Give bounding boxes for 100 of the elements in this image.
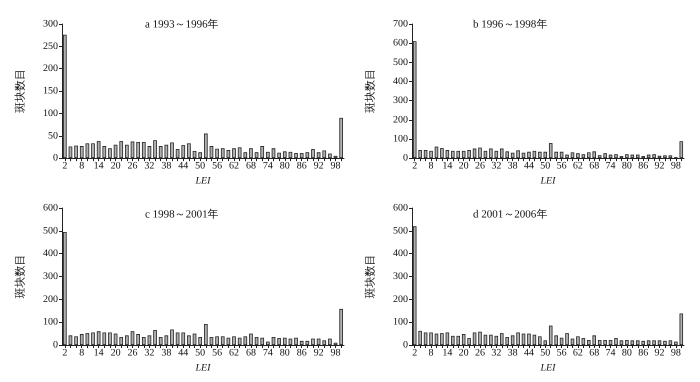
x-tick-label: 26 xyxy=(128,160,138,172)
y-tick-label: 250 xyxy=(43,40,58,52)
y-tick-label: 50 xyxy=(48,130,58,142)
x-tick-label: 2 xyxy=(62,160,68,172)
x-tick-label: 80 xyxy=(280,160,290,172)
x-tick-label: 56 xyxy=(556,160,567,172)
x-tick-label: 86 xyxy=(638,160,648,172)
y-tick-label: 300 xyxy=(43,18,58,30)
y-axis-title: 斑块数目 xyxy=(364,254,376,298)
y-tick-label: 100 xyxy=(393,316,408,328)
y-tick-label: 500 xyxy=(393,56,408,68)
x-tick-label: 14 xyxy=(442,348,452,358)
x-tick-label: 38 xyxy=(161,160,172,172)
x-tick-label: 62 xyxy=(572,348,583,358)
x-tick-label: 20 xyxy=(110,348,121,358)
y-tick-label: 600 xyxy=(393,38,408,49)
x-tick-label: 14 xyxy=(94,160,104,172)
x-axis-title: LEI xyxy=(540,362,556,374)
x-tick-label: 68 xyxy=(246,348,256,358)
x-tick-label: 62 xyxy=(229,348,240,358)
x-tick-label: 86 xyxy=(638,348,648,358)
x-tick-label: 92 xyxy=(654,348,665,358)
x-tick-label: 2 xyxy=(412,348,418,358)
x-tick-label: 98 xyxy=(670,160,681,172)
x-tick-label: 20 xyxy=(110,160,121,172)
y-tick-label: 700 xyxy=(393,18,408,30)
y-tick-label: 200 xyxy=(43,63,58,74)
y-tick-label: 100 xyxy=(393,133,408,144)
x-tick-label: 92 xyxy=(314,160,324,172)
x-tick-label: 56 xyxy=(212,348,222,358)
y-tick-label: 600 xyxy=(43,202,58,214)
chart-title: a 1993～1996年 xyxy=(145,18,219,30)
x-tick-label: 50 xyxy=(195,160,206,172)
x-axis-title: LEI xyxy=(194,362,212,374)
x-tick-label: 62 xyxy=(229,160,240,172)
chart-title: b 1996～1998年 xyxy=(473,18,548,30)
chart-title: c 1998～2001年 xyxy=(145,208,219,220)
x-tick-label: 68 xyxy=(589,348,600,358)
x-tick-label: 50 xyxy=(195,348,206,358)
x-tick-label: 44 xyxy=(178,160,188,172)
y-tick-label: 400 xyxy=(43,248,58,260)
x-tick-label: 14 xyxy=(442,160,452,172)
y-axis-title: 斑块数目 xyxy=(14,69,26,114)
x-tick-label: 62 xyxy=(572,160,583,172)
x-tick-label: 68 xyxy=(589,160,600,172)
x-tick-label: 74 xyxy=(262,160,273,172)
x-tick-label: 98 xyxy=(330,348,341,358)
x-tick-label: 68 xyxy=(246,160,256,172)
x-axis-title: LEI xyxy=(540,176,556,186)
x-tick-label: 80 xyxy=(622,160,632,172)
x-tick-label: 32 xyxy=(144,160,154,172)
x-tick-label: 8 xyxy=(79,160,84,172)
x-tick-label: 56 xyxy=(212,160,222,172)
x-tick-label: 2 xyxy=(412,160,418,172)
x-tick-label: 26 xyxy=(128,348,138,358)
x-tick-label: 32 xyxy=(491,348,502,358)
y-tick-label: 150 xyxy=(43,86,58,97)
y-tick-label: 300 xyxy=(393,95,408,106)
y-tick-label: 600 xyxy=(393,202,408,214)
x-tick-label: 44 xyxy=(178,348,188,358)
x-tick-label: 38 xyxy=(508,348,518,358)
y-axis-title: 斑块数目 xyxy=(14,254,26,298)
x-tick-label: 50 xyxy=(540,160,550,172)
y-tick-label: 0 xyxy=(53,340,58,350)
x-tick-label: 20 xyxy=(458,348,469,358)
x-tick-label: 2 xyxy=(62,348,68,358)
x-tick-label: 14 xyxy=(94,348,104,358)
x-tick-label: 8 xyxy=(79,348,84,358)
y-tick-label: 500 xyxy=(393,225,408,236)
y-tick-label: 500 xyxy=(43,225,58,236)
x-tick-label: 8 xyxy=(428,348,434,358)
y-tick-label: 200 xyxy=(393,114,408,126)
x-tick-label: 98 xyxy=(670,348,681,358)
x-tick-label: 74 xyxy=(262,348,273,358)
y-tick-label: 100 xyxy=(43,108,58,119)
x-tick-label: 38 xyxy=(508,160,518,172)
x-tick-label: 86 xyxy=(296,348,307,358)
x-tick-label: 26 xyxy=(475,348,485,358)
x-tick-label: 20 xyxy=(458,160,469,172)
x-tick-label: 74 xyxy=(606,348,616,358)
y-tick-label: 0 xyxy=(403,152,408,164)
x-tick-label: 80 xyxy=(622,348,632,358)
chart-title: d 2001～2006年 xyxy=(473,208,548,220)
x-tick-label: 80 xyxy=(280,348,290,358)
x-tick-label: 98 xyxy=(330,160,341,172)
y-tick-label: 100 xyxy=(43,316,58,328)
x-tick-label: 32 xyxy=(491,160,502,172)
x-tick-label: 92 xyxy=(654,160,665,172)
x-axis-title: LEI xyxy=(194,176,212,186)
y-tick-label: 200 xyxy=(393,294,408,305)
x-tick-label: 44 xyxy=(524,160,534,172)
y-tick-label: 200 xyxy=(43,294,58,305)
y-tick-label: 0 xyxy=(53,152,58,164)
y-tick-label: 0 xyxy=(403,340,408,350)
x-tick-label: 44 xyxy=(524,348,534,358)
x-tick-label: 38 xyxy=(161,348,172,358)
y-tick-label: 400 xyxy=(393,76,408,87)
x-tick-label: 26 xyxy=(475,160,485,172)
y-tick-label: 400 xyxy=(393,248,408,260)
x-tick-label: 8 xyxy=(428,160,434,172)
